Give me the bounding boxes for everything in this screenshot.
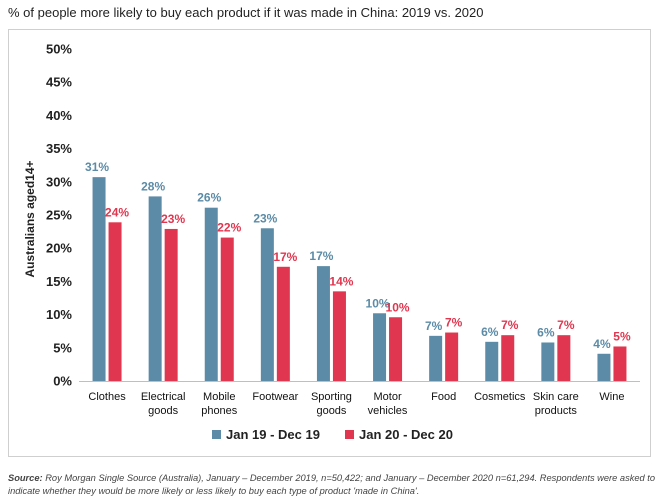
data-label: 31% — [85, 160, 109, 174]
category-label: Mobile — [203, 391, 235, 403]
data-label: 22% — [217, 221, 241, 235]
bar — [597, 353, 611, 381]
bar — [108, 222, 122, 381]
source-text: Roy Morgan Single Source (Australia), Ja… — [8, 473, 656, 496]
data-label: 6% — [481, 325, 499, 339]
data-label: 10% — [366, 296, 390, 310]
y-tick-label: 0% — [53, 374, 72, 389]
data-label: 6% — [537, 325, 555, 339]
y-tick-label: 5% — [53, 340, 72, 355]
bar — [92, 177, 106, 381]
data-label: 5% — [613, 329, 631, 343]
data-label: 7% — [501, 318, 519, 332]
source-note: Source: Roy Morgan Single Source (Austra… — [8, 472, 656, 498]
bar — [557, 335, 571, 381]
y-tick-label: 10% — [46, 307, 72, 322]
chart-title: % of people more likely to buy each prod… — [8, 5, 484, 20]
category-label: goods — [148, 405, 178, 417]
y-tick-label: 40% — [46, 108, 72, 123]
category-label: products — [535, 405, 578, 417]
bar — [204, 207, 218, 381]
bar — [429, 335, 443, 381]
y-tick-label: 25% — [46, 208, 72, 223]
bar — [613, 346, 627, 381]
legend-label: Jan 19 - Dec 19 — [226, 427, 320, 442]
bar — [445, 332, 459, 381]
y-tick-label: 35% — [46, 141, 72, 156]
y-tick-label: 15% — [46, 274, 72, 289]
category-label: Skin care — [533, 391, 579, 403]
data-label: 23% — [253, 211, 277, 225]
data-label: 7% — [425, 319, 443, 333]
data-label: 7% — [557, 318, 575, 332]
data-label: 23% — [161, 212, 185, 226]
y-tick-label: 30% — [46, 174, 72, 189]
category-label: Clothes — [88, 391, 126, 403]
bar — [373, 313, 387, 381]
legend-swatch — [345, 430, 354, 439]
bar — [389, 317, 403, 381]
bar — [485, 341, 499, 381]
bar — [260, 228, 274, 381]
data-label: 17% — [273, 250, 297, 264]
data-label: 14% — [329, 274, 353, 288]
category-label: Footwear — [252, 391, 298, 403]
data-label: 17% — [309, 249, 333, 263]
y-tick-label: 20% — [46, 241, 72, 256]
category-label: Electrical — [141, 391, 186, 403]
legend-swatch — [212, 430, 221, 439]
bar — [501, 335, 515, 381]
legend-label: Jan 20 - Dec 20 — [359, 427, 453, 442]
bar — [220, 237, 234, 381]
category-label: Motor — [373, 391, 401, 403]
bar — [164, 228, 178, 381]
category-label: Wine — [599, 391, 624, 403]
data-label: 7% — [445, 316, 463, 330]
category-label: vehicles — [368, 405, 408, 417]
data-label: 24% — [105, 205, 129, 219]
bar — [541, 342, 555, 381]
category-label: phones — [201, 405, 238, 417]
y-tick-label: 50% — [46, 42, 72, 57]
bar — [316, 266, 330, 381]
category-label: Food — [431, 391, 456, 403]
bar — [276, 266, 290, 381]
data-label: 28% — [141, 179, 165, 193]
category-label: Cosmetics — [474, 391, 526, 403]
source-label: Source: — [8, 473, 43, 483]
data-label: 10% — [386, 300, 410, 314]
bar — [332, 291, 346, 381]
data-label: 4% — [593, 337, 611, 351]
category-label: goods — [316, 405, 346, 417]
y-axis-title: Australians aged14+ — [23, 160, 37, 277]
category-label: Sporting — [311, 391, 352, 403]
data-label: 26% — [197, 191, 221, 205]
y-tick-label: 45% — [46, 75, 72, 90]
chart-frame — [8, 29, 651, 457]
bar — [148, 196, 162, 381]
